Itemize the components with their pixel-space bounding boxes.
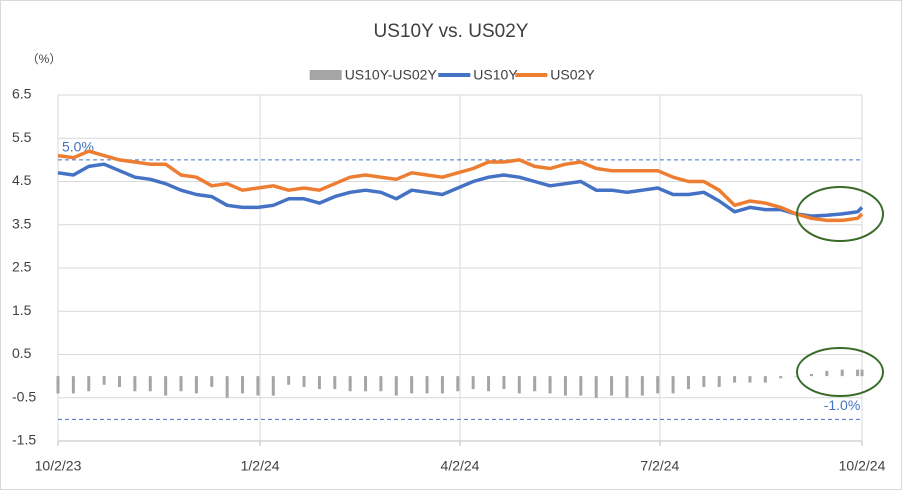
- bar: [379, 376, 383, 392]
- bar: [394, 376, 398, 396]
- bar: [456, 376, 460, 392]
- bar: [241, 376, 245, 394]
- bar: [348, 376, 352, 392]
- bar: [748, 376, 752, 383]
- bar: [717, 376, 721, 387]
- bar: [656, 376, 660, 394]
- bar: [840, 369, 844, 377]
- bar: [179, 376, 183, 392]
- bar: [809, 373, 813, 377]
- bar: [194, 376, 198, 394]
- bar: [794, 376, 798, 377]
- legend-label: US10Y-US02Y: [345, 67, 438, 83]
- y-tick-label: 5.5: [12, 129, 32, 145]
- chart-title: US10Y vs. US02Y: [374, 21, 529, 42]
- y-tick-label: 0.5: [12, 345, 32, 361]
- x-tick-label: 10/2/24: [839, 458, 886, 474]
- x-tick-label: 1/2/24: [241, 458, 280, 474]
- bar: [471, 376, 475, 390]
- bar: [164, 376, 168, 396]
- y-tick-label: 3.5: [12, 215, 32, 231]
- y-tick-label: -0.5: [12, 388, 36, 404]
- legend-label: US02Y: [550, 67, 595, 83]
- bar: [133, 376, 137, 392]
- bar: [410, 376, 414, 394]
- x-tick-label: 4/2/24: [441, 458, 480, 474]
- bar: [548, 376, 552, 394]
- bar: [317, 376, 321, 390]
- bar: [702, 376, 706, 387]
- y-tick-label: 4.5: [12, 172, 32, 188]
- bar: [102, 376, 106, 385]
- bar: [733, 376, 737, 383]
- bar: [671, 376, 675, 394]
- y-tick-label: 6.5: [12, 86, 32, 102]
- line: [57, 162, 864, 218]
- bar: [860, 369, 864, 377]
- bar: [256, 376, 260, 396]
- bar: [118, 376, 122, 387]
- legend-label: US10Y: [473, 67, 518, 83]
- bar: [440, 376, 444, 394]
- line: [57, 149, 864, 223]
- x-tick-label: 10/2/23: [35, 458, 82, 474]
- bar: [210, 376, 214, 387]
- bar: [579, 376, 583, 396]
- y-tick-label: 2.5: [12, 259, 32, 275]
- bar: [610, 376, 614, 396]
- bar: [302, 376, 306, 387]
- bar: [825, 370, 829, 377]
- bar: [517, 376, 521, 394]
- bar: [763, 376, 767, 383]
- bar: [364, 376, 368, 392]
- bar: [594, 376, 598, 398]
- reference-label: -1.0%: [824, 397, 861, 413]
- bar: [287, 376, 291, 385]
- highlight-ellipse: [796, 186, 884, 242]
- bar: [271, 376, 275, 396]
- y-tick-label: 1.5: [12, 302, 32, 318]
- y-tick-label: -1.5: [12, 432, 36, 448]
- bar: [333, 376, 337, 390]
- legend-swatch: [309, 70, 342, 80]
- bar: [487, 376, 491, 392]
- bar: [148, 376, 152, 392]
- highlight-ellipse: [796, 347, 884, 397]
- bar: [71, 376, 75, 394]
- bar: [640, 376, 644, 396]
- bar: [425, 376, 429, 394]
- bar: [625, 376, 629, 398]
- bar: [779, 376, 783, 379]
- bar: [856, 369, 860, 377]
- y-axis-unit: （%）: [27, 52, 62, 66]
- bar: [502, 376, 506, 390]
- bar: [533, 376, 537, 392]
- bar: [686, 376, 690, 390]
- bar: [225, 376, 229, 398]
- bar: [56, 376, 60, 394]
- x-tick-label: 7/2/24: [640, 458, 679, 474]
- legend: US10Y-US02Y US10Y US02Y: [309, 67, 595, 83]
- bar: [87, 376, 91, 392]
- bar: [563, 376, 567, 396]
